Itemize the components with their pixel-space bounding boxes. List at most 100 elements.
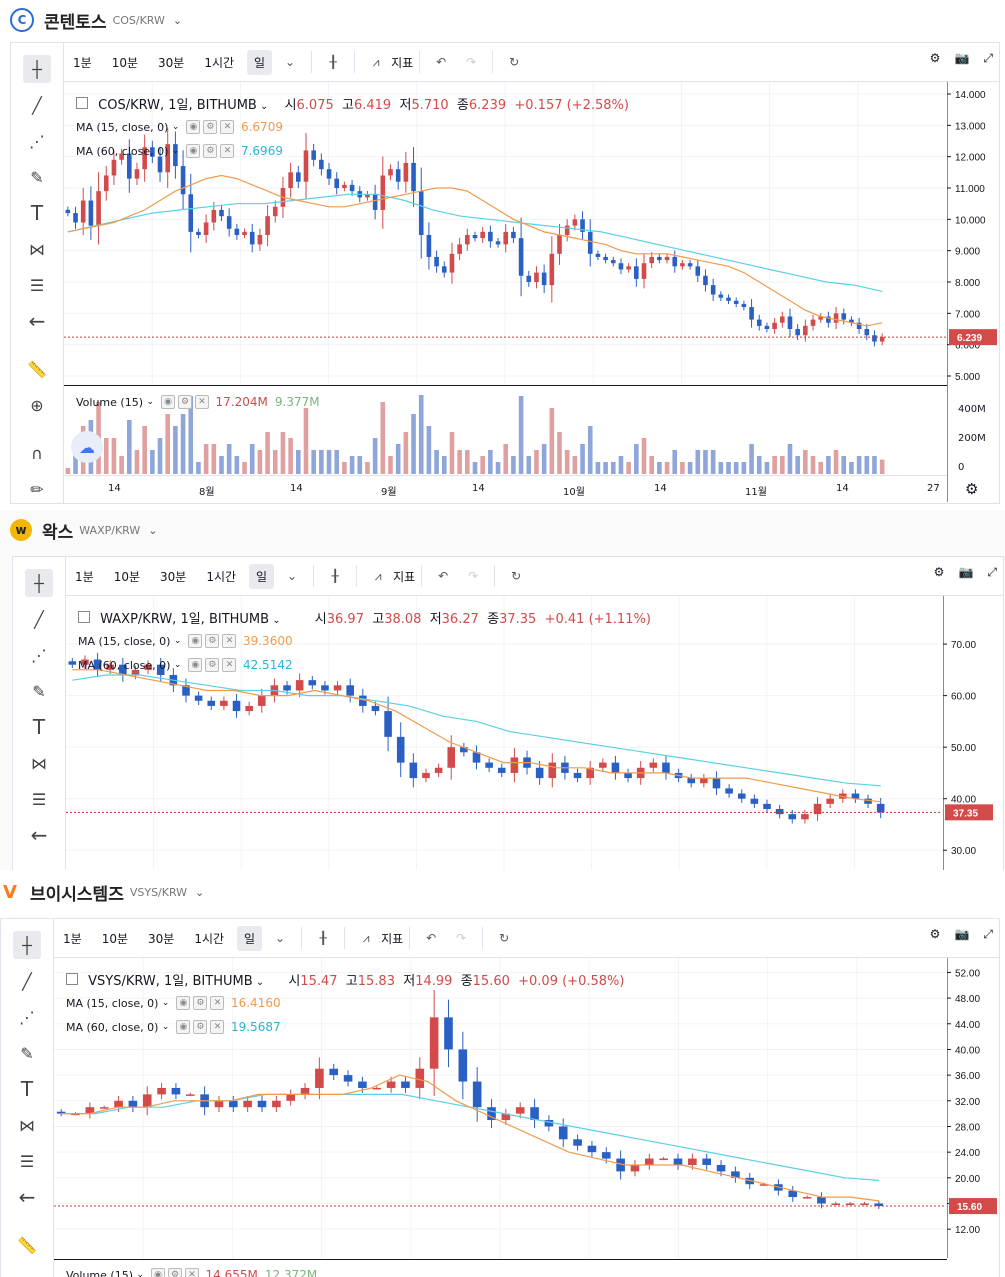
- interval-30m[interactable]: 30분: [160, 569, 187, 584]
- chevron-down-icon[interactable]: ⌄: [256, 101, 269, 112]
- gear-icon[interactable]: ⚙: [193, 996, 208, 1010]
- close-icon[interactable]: ✕: [210, 996, 225, 1010]
- chevron-down-icon[interactable]: ⌄: [136, 1270, 145, 1277]
- chevron-down-icon[interactable]: ⌄: [275, 931, 286, 945]
- ma60-label[interactable]: MA (60, close, 0): [76, 144, 169, 158]
- indicator-button[interactable]: 지표: [393, 569, 416, 584]
- chevron-down-icon[interactable]: ⌄: [171, 122, 180, 132]
- pitchfork-icon[interactable]: ⋰: [29, 131, 45, 151]
- brush-icon[interactable]: ✎: [20, 1043, 34, 1063]
- text-tool-icon[interactable]: T: [30, 201, 44, 225]
- symbol-label[interactable]: COS/KRW, 1일, BITHUMB: [98, 98, 257, 113]
- ma15-label[interactable]: MA (15, close, 0): [76, 120, 169, 134]
- volume-pane[interactable]: [64, 387, 946, 474]
- symbol-label[interactable]: VSYS/KRW, 1일, BITHUMB: [88, 974, 253, 989]
- reset-icon[interactable]: ↻: [499, 931, 510, 945]
- indicator-icon[interactable]: ⩘: [372, 54, 380, 69]
- eye-icon[interactable]: [76, 97, 88, 109]
- chevron-down-icon[interactable]: ⌄: [173, 660, 182, 670]
- chevron-down-icon[interactable]: ⌄: [161, 1022, 170, 1032]
- close-icon[interactable]: ✕: [220, 144, 235, 158]
- chevron-down-icon[interactable]: ⌄: [172, 13, 183, 27]
- reset-icon[interactable]: ↻: [509, 55, 520, 69]
- symbol-label[interactable]: WAXP/KRW, 1일, BITHUMB: [100, 612, 270, 627]
- text-tool-icon[interactable]: T: [32, 715, 46, 739]
- pitchfork-icon[interactable]: ⋰: [19, 1007, 35, 1027]
- volume-label[interactable]: Volume (15): [76, 395, 143, 409]
- interval-1m[interactable]: 1분: [73, 55, 92, 70]
- candle-type-icon[interactable]: ╂: [319, 931, 327, 945]
- price-pane[interactable]: [66, 596, 942, 870]
- coin-header[interactable]: V 브이시스템즈 VSYS/KRW ⌄: [0, 872, 1005, 912]
- gear-icon[interactable]: ⚙: [205, 634, 220, 648]
- interval-day[interactable]: 일: [247, 49, 273, 75]
- trendline-icon[interactable]: ╱: [22, 971, 32, 991]
- eye-icon[interactable]: [78, 611, 90, 623]
- close-icon[interactable]: ✕: [222, 634, 237, 648]
- pitchfork-icon[interactable]: ⋰: [31, 645, 47, 665]
- magnet-icon[interactable]: ∩: [31, 443, 43, 463]
- fullscreen-icon[interactable]: ⤢: [987, 565, 997, 579]
- fib-icon[interactable]: ☰: [31, 789, 47, 809]
- settings-gear-icon[interactable]: ⚙: [965, 480, 979, 498]
- close-icon[interactable]: ✕: [185, 1268, 200, 1277]
- pane-divider[interactable]: [54, 1259, 947, 1260]
- eye-icon[interactable]: ◉: [188, 658, 203, 672]
- camera-icon[interactable]: 📷: [958, 565, 974, 579]
- redo-icon[interactable]: ↷: [456, 931, 467, 945]
- back-arrow-icon[interactable]: ←: [18, 1185, 36, 1209]
- ma15-label[interactable]: MA (15, close, 0): [78, 634, 171, 648]
- chevron-down-icon[interactable]: ⌄: [195, 885, 205, 899]
- ma60-label[interactable]: MA (60, close, 0): [78, 658, 171, 672]
- gear-icon[interactable]: ⚙: [203, 144, 218, 158]
- eye-icon[interactable]: [66, 973, 78, 985]
- eye-icon[interactable]: ◉: [186, 144, 201, 158]
- ruler-icon[interactable]: 📏: [17, 1235, 37, 1255]
- interval-30m[interactable]: 30분: [148, 931, 175, 946]
- reset-icon[interactable]: ↻: [511, 569, 522, 583]
- eye-icon[interactable]: ◉: [188, 634, 203, 648]
- settings-gear-icon[interactable]: ⚙: [929, 51, 941, 65]
- gear-icon[interactable]: ⚙: [193, 1020, 208, 1034]
- crosshair-icon[interactable]: ┼: [13, 931, 41, 959]
- eye-icon[interactable]: ◉: [186, 120, 201, 134]
- chevron-down-icon[interactable]: ⌄: [173, 636, 182, 646]
- chevron-down-icon[interactable]: ⌄: [287, 569, 298, 583]
- brush-icon[interactable]: ✎: [30, 167, 44, 187]
- ma15-label[interactable]: MA (15, close, 0): [66, 996, 159, 1010]
- coin-header[interactable]: C 콘텐토스 COS/KRW ⌄: [0, 0, 1005, 40]
- back-arrow-icon[interactable]: ←: [28, 309, 46, 333]
- candle-type-icon[interactable]: ╂: [331, 569, 339, 583]
- close-icon[interactable]: ✕: [220, 120, 235, 134]
- chevron-down-icon[interactable]: ⌄: [146, 397, 155, 407]
- undo-icon[interactable]: ↶: [436, 55, 447, 69]
- lock-drawing-icon[interactable]: ✏: [30, 479, 44, 499]
- interval-30m[interactable]: 30분: [158, 55, 185, 70]
- price-axis[interactable]: 52.00 48.00 44.00 40.00 36.00 32.00 28.00 24.00…: [947, 958, 999, 1258]
- close-icon[interactable]: ✕: [222, 658, 237, 672]
- interval-1m[interactable]: 1분: [75, 569, 94, 584]
- interval-day[interactable]: 일: [237, 925, 263, 951]
- interval-1h[interactable]: 1시간: [204, 55, 235, 70]
- zoom-in-icon[interactable]: ⊕: [30, 395, 44, 415]
- fullscreen-icon[interactable]: ⤢: [983, 51, 993, 65]
- settings-gear-icon[interactable]: ⚙: [929, 927, 941, 941]
- redo-icon[interactable]: ↷: [466, 55, 477, 69]
- interval-1m[interactable]: 1분: [63, 931, 82, 946]
- chevron-down-icon[interactable]: ⌄: [252, 977, 265, 988]
- gear-icon[interactable]: ⚙: [205, 658, 220, 672]
- interval-10m[interactable]: 10분: [101, 931, 128, 946]
- price-axis[interactable]: 70.00 60.00 50.00 40.00 30.00 37.35: [943, 596, 1001, 870]
- chevron-down-icon[interactable]: ⌄: [269, 615, 281, 626]
- camera-icon[interactable]: 📷: [954, 927, 970, 941]
- chevron-down-icon[interactable]: ⌄: [171, 146, 180, 156]
- undo-icon[interactable]: ↶: [438, 569, 449, 583]
- crosshair-icon[interactable]: ┼: [23, 55, 51, 83]
- crosshair-icon[interactable]: ┼: [25, 569, 53, 597]
- eye-icon[interactable]: ◉: [161, 395, 176, 409]
- indicator-button[interactable]: 지표: [381, 931, 404, 946]
- text-tool-icon[interactable]: T: [20, 1077, 34, 1101]
- ma60-label[interactable]: MA (60, close, 0): [66, 1020, 159, 1034]
- coin-header[interactable]: w 왁스 WAXP/KRW ⌄: [0, 510, 1005, 550]
- pattern-icon[interactable]: ⋈: [31, 753, 47, 773]
